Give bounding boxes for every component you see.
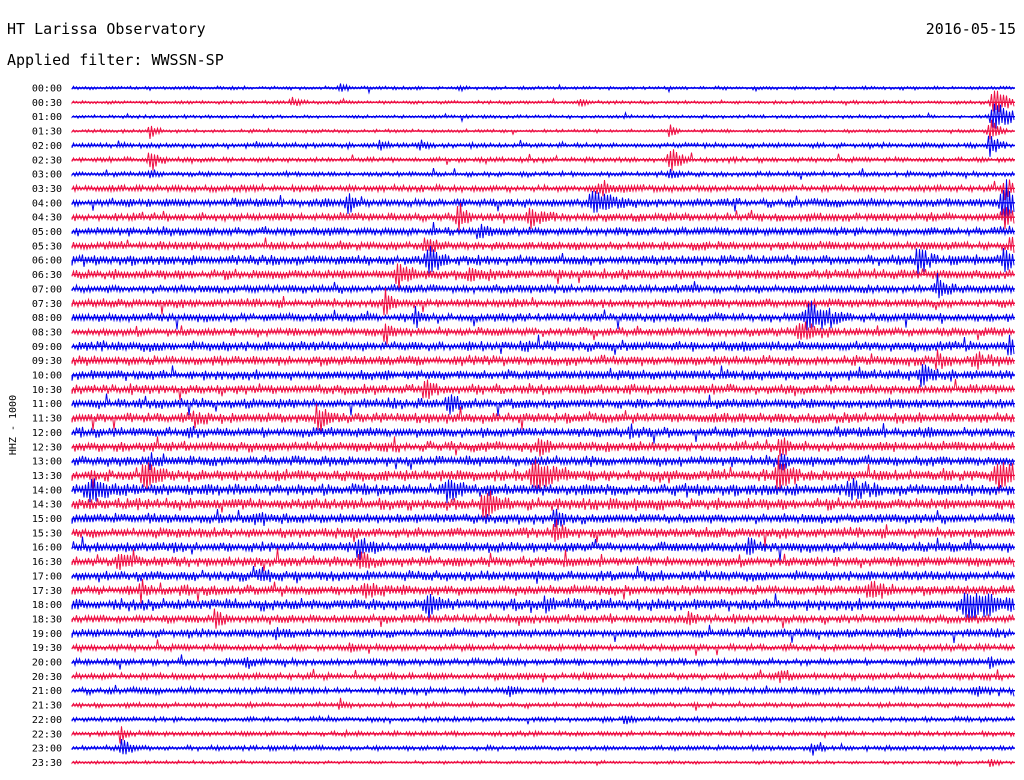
trace-group <box>71 83 1015 768</box>
time-tick-label: 07:00 <box>32 284 62 295</box>
trace-1730 <box>71 579 1015 604</box>
time-tick-label: 03:00 <box>32 170 62 181</box>
time-tick-label: 07:30 <box>32 299 62 310</box>
time-tick-label: 00:00 <box>32 84 62 95</box>
time-tick-label: 18:30 <box>32 614 62 625</box>
trace-1400 <box>71 477 1015 504</box>
time-tick-label: 09:00 <box>32 342 62 353</box>
time-tick-label: 23:30 <box>32 758 62 769</box>
time-tick-label: 05:30 <box>32 241 62 252</box>
time-tick-label: 18:00 <box>32 600 62 611</box>
time-tick-label: 03:30 <box>32 184 62 195</box>
trace-0200 <box>71 135 1015 157</box>
time-tick-label: 01:30 <box>32 127 62 138</box>
trace-0130 <box>71 119 1015 140</box>
time-tick-label: 11:00 <box>32 399 62 410</box>
time-tick-label: 16:30 <box>32 557 62 568</box>
time-tick-label: 12:00 <box>32 428 62 439</box>
time-tick-label: 20:00 <box>32 658 62 669</box>
trace-1500 <box>71 508 1015 527</box>
trace-1330 <box>71 455 1015 494</box>
time-tick-label: 15:00 <box>32 514 62 525</box>
filter-label: Applied filter: WWSSN-SP <box>7 51 224 69</box>
time-tick-label: 10:30 <box>32 385 62 396</box>
time-tick-label: 13:00 <box>32 457 62 468</box>
time-tick-label: 02:00 <box>32 141 62 152</box>
time-tick-label: 12:30 <box>32 442 62 453</box>
time-tick-label: 23:00 <box>32 744 62 755</box>
time-tick-label: 08:00 <box>32 313 62 324</box>
record-date: 2016-05-15 <box>925 20 1016 38</box>
trace-0030 <box>71 90 1015 112</box>
trace-1630 <box>71 547 1015 572</box>
time-tick-label: 22:30 <box>32 729 62 740</box>
trace-2030 <box>71 668 1015 684</box>
time-tick-label: 05:00 <box>32 227 62 238</box>
trace-0530 <box>71 236 1015 253</box>
trace-0930 <box>71 349 1015 370</box>
trace-0630 <box>71 263 1015 292</box>
time-tick-label: 04:00 <box>32 198 62 209</box>
trace-0900 <box>71 334 1015 356</box>
time-tick-label: 21:00 <box>32 686 62 697</box>
time-tick-label: 06:30 <box>32 270 62 281</box>
time-tick-label: 10:00 <box>32 371 62 382</box>
observatory-title: HT Larissa Observatory <box>7 20 206 38</box>
trace-2230 <box>71 726 1015 744</box>
time-tick-label: 04:30 <box>32 213 62 224</box>
time-tick-label: 15:30 <box>32 528 62 539</box>
time-tick-label: 09:30 <box>32 356 62 367</box>
trace-1600 <box>71 536 1015 562</box>
time-tick-label: 00:30 <box>32 98 62 109</box>
time-tick-label: 02:30 <box>32 155 62 166</box>
trace-2300 <box>71 738 1015 756</box>
trace-1200 <box>71 423 1015 444</box>
time-tick-label: 19:00 <box>32 629 62 640</box>
time-tick-label: 11:30 <box>32 414 62 425</box>
time-tick-label: 22:00 <box>32 715 62 726</box>
time-tick-label: 20:30 <box>32 672 62 683</box>
time-tick-label: 19:30 <box>32 643 62 654</box>
time-tick-label: 16:00 <box>32 543 62 554</box>
time-tick-label: 06:00 <box>32 256 62 267</box>
trace-1100 <box>71 393 1015 416</box>
time-tick-label: 14:30 <box>32 500 62 511</box>
time-tick-label: 17:00 <box>32 571 62 582</box>
trace-2130 <box>71 697 1015 711</box>
time-tick-label: 14:00 <box>32 485 62 496</box>
time-label-group: 00:00 00:30 01:00 01:30 02:00 02:30 03:00 03:30… <box>32 84 62 769</box>
trace-1700 <box>71 566 1015 584</box>
trace-0500 <box>71 221 1015 240</box>
time-tick-label: 01:00 <box>32 112 62 123</box>
channel-label: HHZ - 1000 <box>8 395 19 455</box>
trace-0830 <box>71 321 1015 345</box>
time-tick-label: 08:30 <box>32 327 62 338</box>
trace-0330 <box>71 179 1015 201</box>
time-tick-label: 21:30 <box>32 701 62 712</box>
time-tick-label: 17:30 <box>32 586 62 597</box>
time-tick-label: 13:30 <box>32 471 62 482</box>
